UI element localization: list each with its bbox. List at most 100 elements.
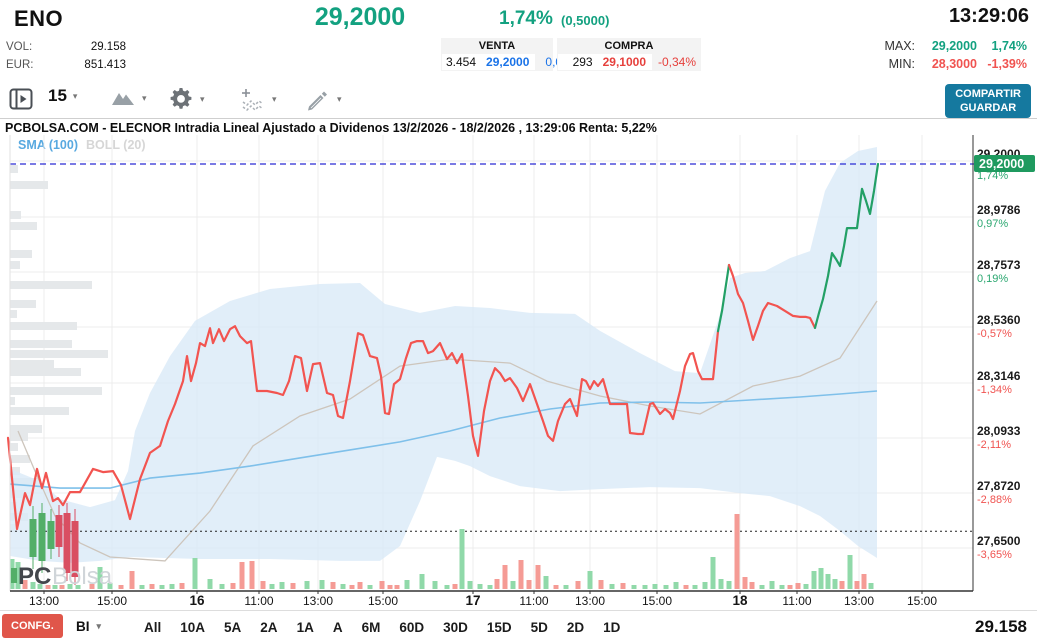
range-button-10a[interactable]: 10A xyxy=(180,620,206,635)
volume-stat: VOL: 29.158 xyxy=(6,41,126,53)
y-axis-percent: 0,97% xyxy=(977,218,1008,230)
range-button-a[interactable]: A xyxy=(332,620,343,635)
y-axis-percent: -3,65% xyxy=(977,549,1012,561)
volume-bar xyxy=(832,579,838,589)
volume-bar xyxy=(444,585,450,589)
x-axis-label: 11:00 xyxy=(782,594,811,608)
range-button-5d[interactable]: 5D xyxy=(530,620,548,635)
bollinger-mid-line xyxy=(17,300,878,562)
volume-bar xyxy=(518,560,524,589)
volume-bar xyxy=(304,581,310,589)
config-button[interactable]: CONFG. xyxy=(2,614,63,638)
volume-bar xyxy=(718,579,724,589)
volume-bar xyxy=(803,584,809,589)
y-axis-price: 28,7573 xyxy=(977,258,1021,272)
share-save-button[interactable]: COMPARTIR GUARDAR xyxy=(945,84,1031,118)
volume-profile-bar xyxy=(10,261,20,269)
volume-profile-bar xyxy=(10,397,15,405)
volume-profile-bar xyxy=(10,360,54,368)
volume-bar xyxy=(749,582,755,589)
y-axis-price: 28,9786 xyxy=(977,203,1021,217)
x-axis-labels: 13:00 15:00 16 11:00 13:00 15:00 17 11:00 13:00 1… xyxy=(29,591,937,608)
watermark-light-text: Bolsa xyxy=(52,563,113,590)
change-absolute: (0,5000) xyxy=(561,13,610,28)
volume-bar xyxy=(575,581,581,589)
change-percent: 1,74% xyxy=(499,8,553,29)
legend-sma[interactable]: SMA (100) xyxy=(18,138,78,152)
max-value: 29,2000 xyxy=(931,39,977,53)
range-button-5a[interactable]: 5A xyxy=(224,620,242,635)
volume-bar xyxy=(30,582,36,589)
add-indicator-button[interactable]: ▾ xyxy=(240,86,277,112)
volume-bar xyxy=(269,584,275,589)
volume-profile-bar xyxy=(10,300,36,308)
volume-bar xyxy=(404,580,410,589)
volume-bar xyxy=(22,580,28,589)
volume-bar xyxy=(502,565,508,589)
volume-bar xyxy=(340,584,346,589)
volume-bar xyxy=(159,585,165,589)
y-axis-price: 27,8720 xyxy=(977,479,1021,493)
legend-boll[interactable]: BOLL (20) xyxy=(86,138,146,152)
volume-bar xyxy=(432,581,438,589)
y-axis-price: 28,5360 xyxy=(977,313,1021,327)
max-percent: 1,74% xyxy=(991,39,1027,53)
logo-candle-body xyxy=(63,513,71,573)
session-clock: 13:29:06 xyxy=(948,5,1029,27)
sma-line xyxy=(9,390,878,489)
x-axis-label: 13:00 xyxy=(844,594,874,608)
volume-bar xyxy=(847,555,853,589)
range-button-1a[interactable]: 1A xyxy=(296,620,314,635)
volume-profile-bar xyxy=(10,211,21,219)
volume-bar xyxy=(97,567,103,589)
volume-profile-bar xyxy=(10,165,18,173)
chart-type-select[interactable]: ▾ xyxy=(110,86,147,110)
range-button-6m[interactable]: 6M xyxy=(361,620,381,635)
range-button-2d[interactable]: 2D xyxy=(566,620,585,635)
min-value: 28,3000 xyxy=(931,57,977,71)
ask-block: COMPRA 293 29,1000 -0,34% xyxy=(557,38,701,71)
range-button-60d[interactable]: 60D xyxy=(399,620,425,635)
volume-bar xyxy=(587,571,593,589)
interval-select[interactable]: 15 ▾ xyxy=(48,86,77,106)
range-button-all[interactable]: All xyxy=(144,620,162,635)
volume-bar xyxy=(795,583,801,589)
volume-profile-bar xyxy=(10,340,72,348)
volume-bar xyxy=(249,561,255,589)
max-label: MAX: xyxy=(884,39,915,53)
price-line xyxy=(813,162,880,329)
y-axis-percent: 0,19% xyxy=(977,273,1008,285)
draw-tools-button[interactable]: ▾ xyxy=(305,86,342,112)
timeframe-bar: CONFG. BI ▾ All 10A 5A 2A 1A A 6M 60D 30D 15D 5D 2D… xyxy=(0,610,1037,643)
eur-value: 851.413 xyxy=(84,59,126,71)
logo-candle-body xyxy=(29,519,37,557)
range-button-30d[interactable]: 30D xyxy=(443,620,468,635)
eur-stat: EUR: 851.413 xyxy=(6,59,126,71)
x-axis-label: 13:00 xyxy=(29,594,59,608)
volume-bar xyxy=(710,557,716,589)
ask-header: COMPRA xyxy=(604,40,654,52)
volume-profile-bar xyxy=(10,310,17,318)
volume-bar xyxy=(769,581,775,589)
range-button-1d[interactable]: 1D xyxy=(603,620,621,635)
volume-profile-bar xyxy=(10,281,92,289)
volume-bar xyxy=(367,585,373,589)
volume-bar xyxy=(467,581,473,589)
settings-button[interactable]: ▾ xyxy=(168,86,205,112)
volume-label: VOL: xyxy=(6,41,33,53)
market-dropdown[interactable]: BI ▾ xyxy=(76,619,102,634)
range-button-2a[interactable]: 2A xyxy=(260,620,278,635)
x-axis-label: 11:00 xyxy=(519,594,548,608)
panel-toggle-button[interactable] xyxy=(8,86,34,112)
chevron-down-icon: ▾ xyxy=(96,621,102,631)
volume-bar xyxy=(239,562,245,589)
volume-bar xyxy=(663,585,669,589)
volume-bar xyxy=(854,581,860,589)
volume-bars xyxy=(9,514,874,589)
volume-profile-bar xyxy=(10,455,30,463)
volume-bar xyxy=(129,571,135,589)
range-button-15d[interactable]: 15D xyxy=(486,620,512,635)
